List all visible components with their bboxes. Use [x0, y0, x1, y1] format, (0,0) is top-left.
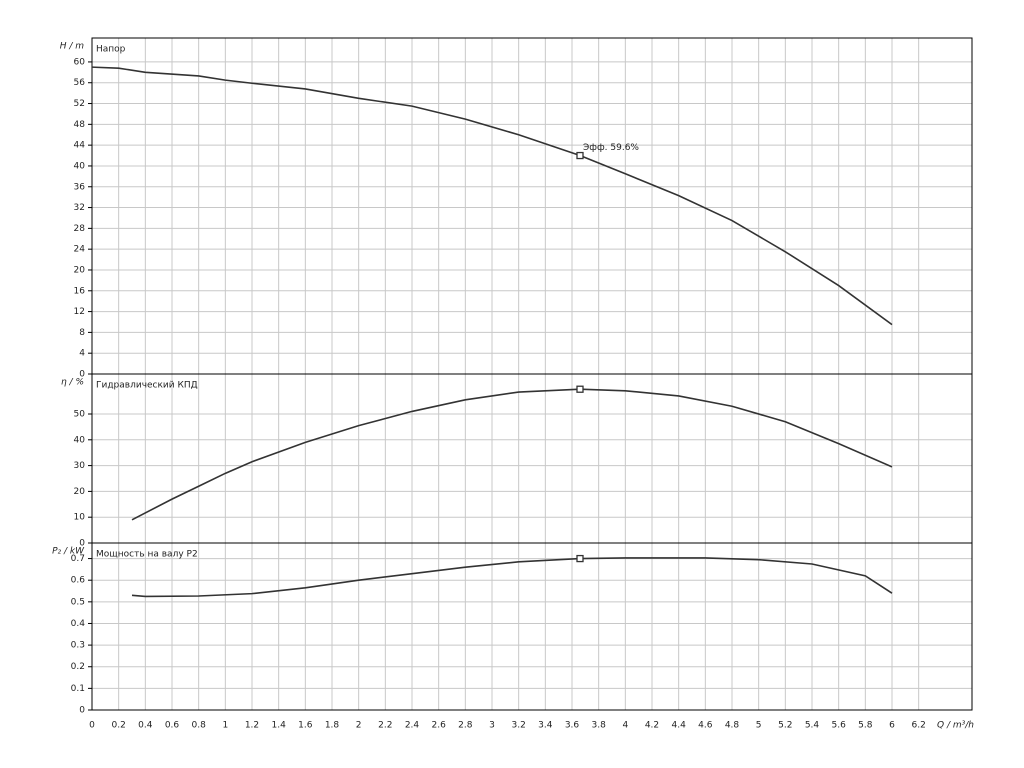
x-tick-label: 5.8: [858, 721, 873, 731]
operating-point: [576, 151, 584, 160]
x-tick-label: 1.2: [245, 721, 259, 731]
y-tick-label: 10: [74, 513, 86, 523]
y-axis-label: η / %: [61, 378, 84, 388]
y-tick-label: 28: [74, 224, 86, 234]
x-tick-label: 4: [622, 721, 628, 731]
y-axis-label: H / m: [60, 42, 85, 52]
x-tick-label: 5.2: [778, 721, 792, 731]
panel-title: Напор: [96, 45, 126, 55]
y-tick-label: 20: [74, 487, 86, 497]
annotation: Эфф. 59.6%: [583, 143, 639, 153]
x-tick-label: 0.6: [165, 721, 180, 731]
panel-title: Гидравлический КПД: [96, 381, 198, 391]
y-tick-label: 40: [74, 161, 86, 171]
x-tick-label: 1.4: [272, 721, 287, 731]
x-tick-label: 4.8: [725, 721, 740, 731]
y-tick-label: 0.5: [71, 597, 85, 607]
y-tick-label: 0.1: [71, 684, 85, 694]
panel-title: Мощность на валу P2: [96, 550, 198, 560]
curve: [131, 388, 893, 521]
x-tick-label: 2.6: [432, 721, 447, 731]
plot-frame: [91, 37, 973, 375]
y-tick-label: 48: [74, 120, 86, 130]
y-tick-label: 52: [74, 99, 85, 109]
x-tick-label: 2.2: [378, 721, 392, 731]
y-tick-label: 56: [74, 78, 86, 88]
x-tick-label: 2: [356, 721, 362, 731]
y-tick-label: 24: [74, 245, 86, 255]
x-tick-label: 6: [889, 721, 895, 731]
x-tick-label: 2.8: [458, 721, 473, 731]
y-tick-label: 0.4: [71, 619, 86, 629]
x-tick-label: 4.2: [645, 721, 659, 731]
x-tick-label: 3.4: [538, 721, 553, 731]
y-tick-label: 12: [74, 307, 85, 317]
plot-frame: [91, 542, 973, 711]
operating-point: [576, 385, 584, 393]
curve: [91, 66, 893, 326]
y-tick-label: 32: [74, 203, 85, 213]
y-tick-label: 40: [74, 435, 86, 445]
y-tick-label: 16: [74, 286, 86, 296]
y-tick-label: 60: [74, 57, 86, 67]
y-axis-label: P₂ / kW: [52, 547, 85, 557]
y-tick-label: 30: [74, 461, 86, 471]
x-tick-label: 3.6: [565, 721, 580, 731]
x-tick-label: 6.2: [912, 721, 926, 731]
x-tick-label: 1: [222, 721, 228, 731]
operating-point: [576, 554, 584, 563]
x-tick-label: 0.2: [112, 721, 126, 731]
x-tick-label: 4.6: [698, 721, 713, 731]
x-tick-label: 1.8: [325, 721, 340, 731]
x-tick-label: 0: [89, 721, 95, 731]
x-tick-label: 1.6: [298, 721, 313, 731]
y-tick-label: 44: [74, 141, 86, 151]
y-tick-label: 8: [79, 328, 85, 338]
x-tick-label: 4.4: [672, 721, 687, 731]
y-tick-label: 0.3: [71, 641, 85, 651]
x-axis-label: Q / m³/h: [937, 721, 974, 731]
x-tick-label: 0.8: [192, 721, 207, 731]
y-tick-label: 36: [74, 182, 86, 192]
x-tick-label: 5.4: [805, 721, 820, 731]
x-tick-label: 3.2: [512, 721, 526, 731]
x-tick-label: 5: [756, 721, 762, 731]
x-tick-label: 0.4: [138, 721, 153, 731]
y-tick-label: 20: [74, 265, 86, 275]
y-tick-label: 0: [79, 706, 85, 716]
y-tick-label: 4: [79, 349, 85, 359]
y-tick-label: 50: [74, 409, 86, 419]
y-tick-label: 0.6: [71, 576, 86, 586]
x-tick-label: 2.4: [405, 721, 420, 731]
y-tick-label: 0: [79, 539, 85, 549]
curve: [131, 557, 893, 598]
y-tick-label: 0: [79, 370, 85, 380]
y-tick-label: 0.2: [71, 662, 85, 672]
x-tick-label: 3.8: [592, 721, 607, 731]
y-tick-label: 0.7: [71, 554, 85, 564]
x-tick-label: 3: [489, 721, 495, 731]
x-tick-label: 5.6: [832, 721, 847, 731]
